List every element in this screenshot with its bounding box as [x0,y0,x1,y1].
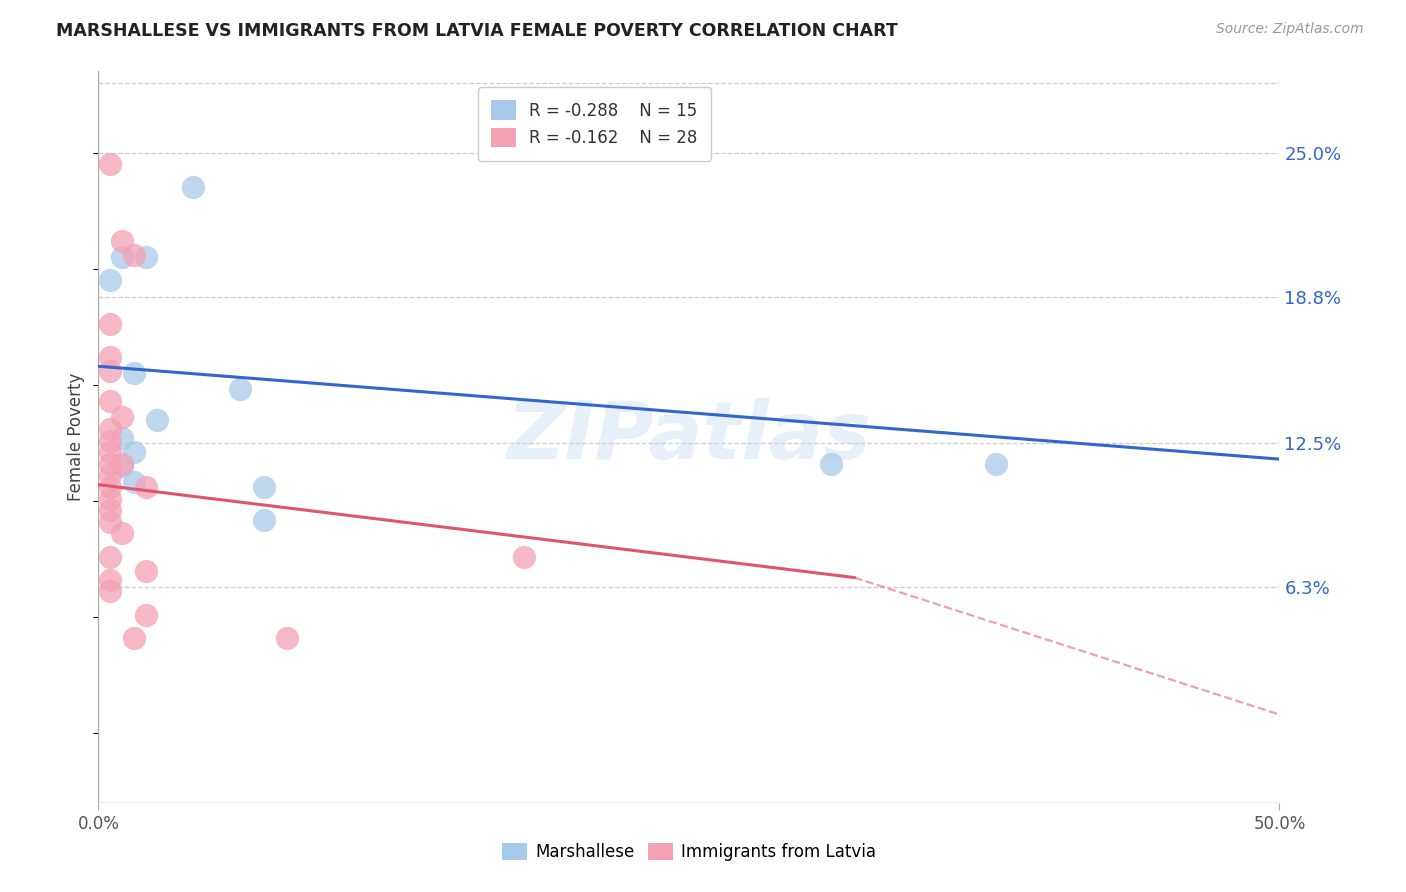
Point [122,366,145,380]
Point [512,549,534,564]
Point [135,607,157,622]
Point [111,431,134,445]
Point [111,459,134,474]
Point [98,584,121,599]
Text: Source: ZipAtlas.com: Source: ZipAtlas.com [1216,22,1364,37]
Point [253,512,276,526]
Point [229,383,252,397]
Point [276,631,298,645]
Point [135,480,157,494]
Point [98,273,121,287]
Point [181,180,204,194]
Point [135,250,157,264]
Point [253,480,276,494]
Legend: Marshallese, Immigrants from Latvia: Marshallese, Immigrants from Latvia [495,836,883,868]
Point [98,434,121,448]
Point [122,248,145,262]
Y-axis label: Female Poverty: Female Poverty [67,373,86,501]
Point [122,475,145,490]
Point [98,350,121,364]
Point [111,250,134,264]
Point [111,526,134,541]
Point [98,364,121,378]
Point [98,422,121,436]
Point [135,564,157,578]
Point [98,573,121,587]
Text: MARSHALLESE VS IMMIGRANTS FROM LATVIA FEMALE POVERTY CORRELATION CHART: MARSHALLESE VS IMMIGRANTS FROM LATVIA FE… [56,22,898,40]
Point [98,445,121,459]
Point [98,394,121,409]
Point [111,234,134,248]
Point [98,457,121,471]
Point [98,549,121,564]
Point [98,503,121,517]
Point [98,157,121,171]
Text: ZIPatlas: ZIPatlas [506,398,872,476]
Point [820,457,842,471]
Point [98,480,121,494]
Point [146,412,169,426]
Point [98,515,121,529]
Point [984,457,1007,471]
Point [122,631,145,645]
Point [98,318,121,332]
Point [122,445,145,459]
Point [98,491,121,506]
Point [111,410,134,425]
Point [98,468,121,483]
Point [111,457,134,471]
